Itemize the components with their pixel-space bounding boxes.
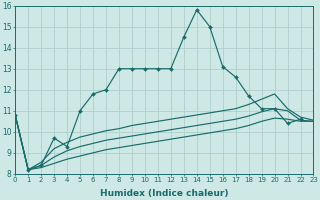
X-axis label: Humidex (Indice chaleur): Humidex (Indice chaleur) — [100, 189, 228, 198]
